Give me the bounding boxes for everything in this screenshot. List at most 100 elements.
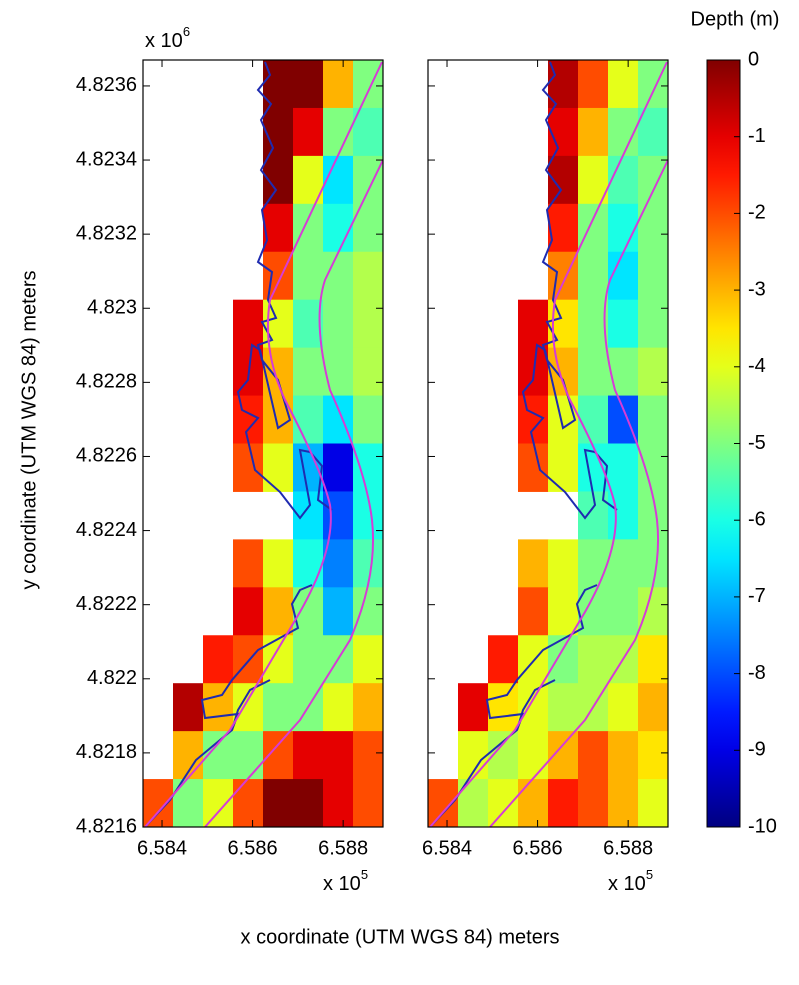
depth-cell xyxy=(548,107,579,157)
colorbar-tick-label: -7 xyxy=(748,585,766,607)
depth-cell xyxy=(233,395,264,444)
depth-cell xyxy=(578,779,609,827)
depth-cell xyxy=(638,779,668,827)
depth-cell xyxy=(428,779,459,827)
x-multiplier: x 105 xyxy=(608,867,653,895)
depth-cell xyxy=(608,251,639,301)
y-tick-label: 4.8216 xyxy=(76,815,137,837)
x-tick-label: 6.584 xyxy=(422,837,472,859)
colorbar-tick-label: -3 xyxy=(748,278,766,300)
depth-cell xyxy=(353,443,383,492)
depth-cell xyxy=(293,347,324,397)
depth-cell xyxy=(233,299,264,349)
depth-cell xyxy=(518,779,549,827)
depth-cell xyxy=(263,587,294,636)
depth-cell xyxy=(263,203,294,253)
depth-cell xyxy=(458,683,489,732)
depth-cell xyxy=(323,299,354,349)
depth-cell xyxy=(578,731,609,780)
depth-cell xyxy=(548,443,579,492)
depth-cell xyxy=(353,395,383,444)
depth-cell xyxy=(578,107,609,157)
depth-cell xyxy=(323,587,354,636)
depth-cell xyxy=(638,587,668,636)
depth-cell xyxy=(608,779,639,827)
depth-cell xyxy=(458,779,489,827)
depth-cell xyxy=(293,107,324,157)
depth-cell xyxy=(548,587,579,636)
depth-cell xyxy=(323,683,354,732)
depth-cell xyxy=(263,443,294,492)
depth-cell xyxy=(353,683,383,732)
y-tick-label: 4.8236 xyxy=(76,74,137,96)
depth-cell xyxy=(293,395,324,444)
depth-cell xyxy=(353,251,383,301)
depth-cell xyxy=(518,443,549,492)
y-tick-label: 4.8228 xyxy=(76,371,137,393)
depth-cell xyxy=(203,779,234,827)
depth-cell xyxy=(263,395,294,444)
depth-cell xyxy=(323,155,354,205)
depth-cell xyxy=(353,107,383,157)
x-tick-label: 6.586 xyxy=(513,837,563,859)
x-tick-label: 6.588 xyxy=(318,837,368,859)
colorbar-tick-label: -6 xyxy=(748,508,766,530)
colorbar-tick-label: -9 xyxy=(748,739,766,761)
y-multiplier-exp: 6 xyxy=(183,24,190,39)
depth-cell xyxy=(578,203,609,253)
depth-cell xyxy=(518,587,549,636)
depth-cell xyxy=(293,251,324,301)
depth-cell xyxy=(233,587,264,636)
depth-cell xyxy=(233,779,264,827)
depth-cell xyxy=(353,155,383,205)
depth-cell xyxy=(578,299,609,349)
depth-cell xyxy=(233,539,264,588)
depth-cell xyxy=(323,251,354,301)
depth-cell xyxy=(293,60,324,109)
x-multiplier-base: x 10 xyxy=(323,873,361,895)
depth-cell xyxy=(173,779,204,827)
y-tick-label: 4.823 xyxy=(87,297,137,319)
depth-cell xyxy=(518,395,549,444)
colorbar-tick-label: -4 xyxy=(748,355,766,377)
depth-cell xyxy=(518,731,549,780)
x-tick-label: 6.586 xyxy=(228,837,278,859)
colorbar-title: Depth (m) xyxy=(691,8,780,30)
y-tick-label: 4.8222 xyxy=(76,593,137,615)
depth-cell xyxy=(488,683,519,732)
depth-cell xyxy=(263,107,294,157)
colorbar-tick-label: -8 xyxy=(748,662,766,684)
depth-cell xyxy=(353,347,383,397)
depth-cell xyxy=(548,683,579,732)
axes-frame xyxy=(427,59,669,828)
depth-cell xyxy=(578,539,609,588)
depth-cell xyxy=(323,731,354,780)
depth-cell xyxy=(293,539,324,588)
depth-cell xyxy=(323,347,354,397)
y-tick-label: 4.8234 xyxy=(76,148,137,170)
depth-cell xyxy=(638,635,668,684)
depth-cell xyxy=(608,155,639,205)
depth-cell xyxy=(638,395,668,444)
depth-cell xyxy=(353,635,383,684)
depth-cell xyxy=(488,635,519,684)
depth-cell xyxy=(638,60,668,109)
depth-cell xyxy=(548,539,579,588)
depth-cell xyxy=(293,299,324,349)
depth-cell xyxy=(608,731,639,780)
depth-cell xyxy=(608,683,639,732)
depth-cell xyxy=(578,251,609,301)
y-tick-label: 4.8232 xyxy=(76,222,137,244)
x-multiplier-base: x 10 xyxy=(608,873,646,895)
depth-cell xyxy=(293,731,324,780)
colorbar-tick-label: -2 xyxy=(748,202,766,224)
depth-cell xyxy=(638,155,668,205)
depth-cell xyxy=(143,779,174,827)
depth-cell xyxy=(263,635,294,684)
depth-cell xyxy=(638,731,668,780)
colorbar-tick-label: 0 xyxy=(748,48,759,70)
depth-cell xyxy=(353,299,383,349)
depth-cell xyxy=(548,395,579,444)
depth-cell xyxy=(233,635,264,684)
